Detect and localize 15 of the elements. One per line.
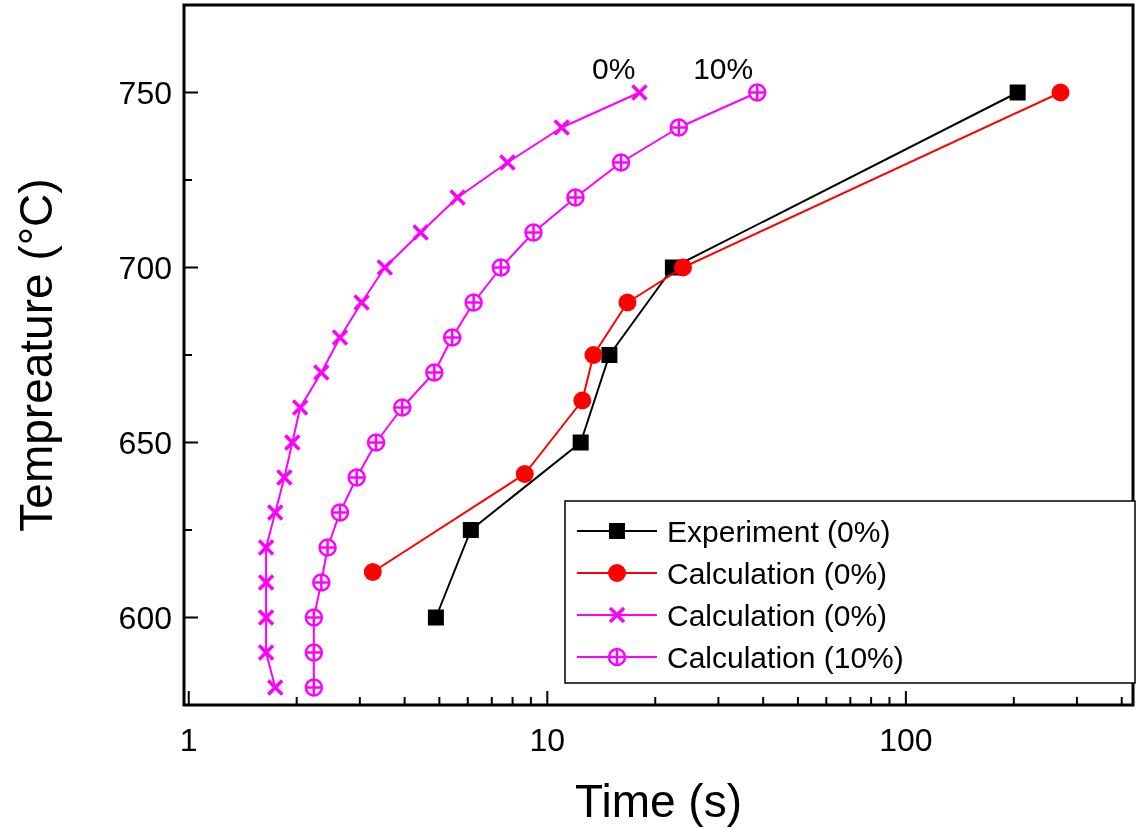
y-tick-label: 700 (118, 249, 172, 286)
y-tick-label: 600 (118, 599, 172, 636)
x-tick-label: 1 (179, 722, 198, 758)
legend-label: Calculation (0%) (667, 557, 888, 590)
y-axis-title: Tempreature (°C) (10, 178, 62, 532)
x-tick-label: 10 (529, 722, 566, 758)
legend-label: Calculation (0%) (667, 599, 888, 632)
legend-label: Experiment (0%) (667, 515, 891, 548)
x-tick-label: 100 (879, 722, 933, 758)
y-tick-label: 750 (118, 74, 172, 111)
annotation: 10% (693, 51, 754, 85)
x-axis-title: Time (s) (575, 775, 742, 827)
annotation: 0% (592, 51, 636, 85)
legend-label: Calculation (10%) (667, 641, 904, 674)
y-tick-label: 650 (118, 424, 172, 461)
